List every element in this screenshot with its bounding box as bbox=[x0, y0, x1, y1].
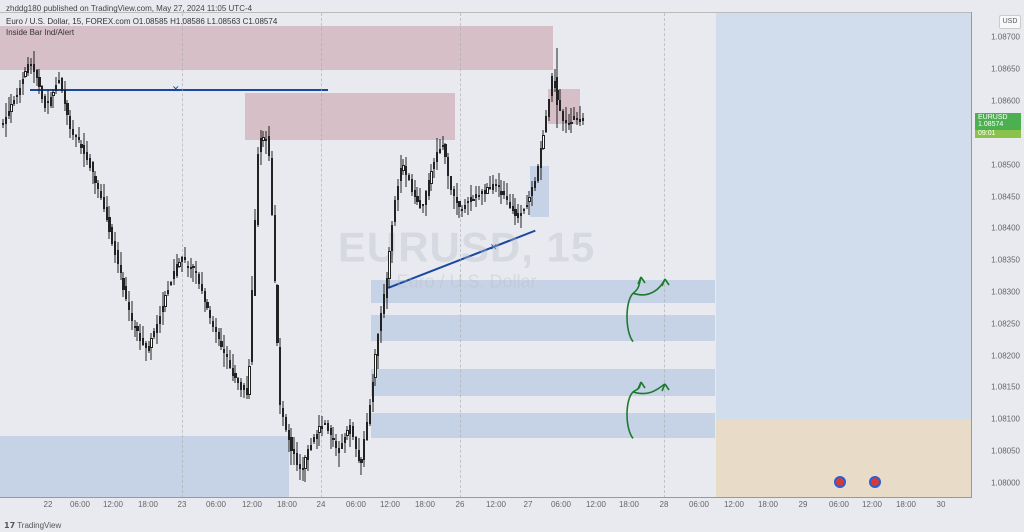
time-tick: 27 bbox=[524, 500, 533, 509]
price-tick: 1.08400 bbox=[991, 224, 1020, 233]
time-tick: 30 bbox=[937, 500, 946, 509]
target-arrow[interactable] bbox=[621, 361, 681, 463]
symbol-info: Euro / U.S. Dollar, 15, FOREX.com O1.085… bbox=[6, 17, 277, 26]
price-tick: 1.08200 bbox=[991, 351, 1020, 360]
time-tick: 06:00 bbox=[829, 500, 849, 509]
watermark-symbol: EURUSD, 15 bbox=[338, 224, 595, 272]
time-tick: 12:00 bbox=[380, 500, 400, 509]
price-tick: 1.08500 bbox=[991, 160, 1020, 169]
time-tick: 26 bbox=[456, 500, 465, 509]
price-label-countdown: 09:01 bbox=[975, 130, 1021, 138]
time-tick: 06:00 bbox=[689, 500, 709, 509]
time-tick: 18:00 bbox=[896, 500, 916, 509]
trendline[interactable] bbox=[388, 229, 536, 288]
header: zhddg180 published on TradingView.com, M… bbox=[0, 0, 1024, 18]
event-dot[interactable] bbox=[869, 476, 881, 488]
time-tick: 18:00 bbox=[415, 500, 435, 509]
time-tick: 06:00 bbox=[70, 500, 90, 509]
chart-area[interactable]: EURUSD, 15 Euro / U.S. Dollar ✕✕ bbox=[0, 12, 972, 503]
price-tick: 1.08250 bbox=[991, 319, 1020, 328]
price-tick: 1.08300 bbox=[991, 288, 1020, 297]
time-tick: 18:00 bbox=[277, 500, 297, 509]
price-tick: 1.08050 bbox=[991, 447, 1020, 456]
main-plot[interactable]: EURUSD, 15 Euro / U.S. Dollar ✕✕ bbox=[0, 13, 972, 503]
time-axis[interactable]: 22 06:00 12:00 18:00 23 06:00 12:00 18:00 24 06:0… bbox=[0, 497, 972, 512]
published-line: zhddg180 published on TradingView.com, M… bbox=[6, 4, 252, 13]
time-tick: 18:00 bbox=[619, 500, 639, 509]
time-tick: 06:00 bbox=[551, 500, 571, 509]
price-label-value: 1.08574 bbox=[978, 121, 1003, 128]
time-tick: 12:00 bbox=[103, 500, 123, 509]
time-tick: 24 bbox=[317, 500, 326, 509]
future-shade bbox=[716, 13, 972, 420]
day-separator bbox=[460, 13, 461, 503]
price-tick: 1.08150 bbox=[991, 383, 1020, 392]
zone-rect[interactable] bbox=[245, 93, 455, 141]
price-tick: 1.08700 bbox=[991, 33, 1020, 42]
price-tick: 1.08000 bbox=[991, 478, 1020, 487]
price-tick: 1.08650 bbox=[991, 65, 1020, 74]
price-label-symbol: EURUSD bbox=[978, 114, 1008, 121]
price-tick: 1.08450 bbox=[991, 192, 1020, 201]
time-tick: 12:00 bbox=[724, 500, 744, 509]
zone-rect[interactable] bbox=[0, 436, 289, 503]
indicator-info: Inside Bar Ind/Alert bbox=[6, 28, 74, 37]
time-tick: 28 bbox=[660, 500, 669, 509]
time-tick: 12:00 bbox=[862, 500, 882, 509]
time-tick: 18:00 bbox=[758, 500, 778, 509]
time-tick: 29 bbox=[799, 500, 808, 509]
trendline-anchor-icon[interactable]: ✕ bbox=[172, 84, 182, 94]
target-arrow[interactable] bbox=[621, 256, 681, 367]
price-tick: 1.08350 bbox=[991, 256, 1020, 265]
time-tick: 18:00 bbox=[138, 500, 158, 509]
time-tick: 12:00 bbox=[586, 500, 606, 509]
last-price-label: EURUSD 1.08574 09:01 bbox=[972, 112, 1024, 139]
time-tick: 12:00 bbox=[486, 500, 506, 509]
zone-rect[interactable] bbox=[0, 26, 553, 71]
tradingview-logo: 𝟭𝟳 TradingView bbox=[4, 521, 61, 530]
price-axis[interactable]: USD 1.087001.086501.086001.085501.085001… bbox=[971, 12, 1024, 502]
time-tick: 06:00 bbox=[206, 500, 226, 509]
time-tick: 22 bbox=[44, 500, 53, 509]
time-tick: 06:00 bbox=[346, 500, 366, 509]
price-tick: 1.08100 bbox=[991, 415, 1020, 424]
time-tick: 12:00 bbox=[242, 500, 262, 509]
event-dot[interactable] bbox=[834, 476, 846, 488]
trendline-anchor-icon[interactable]: ✕ bbox=[490, 242, 500, 252]
price-tick: 1.08600 bbox=[991, 97, 1020, 106]
time-tick: 23 bbox=[178, 500, 187, 509]
chart-container: zhddg180 published on TradingView.com, M… bbox=[0, 0, 1024, 532]
